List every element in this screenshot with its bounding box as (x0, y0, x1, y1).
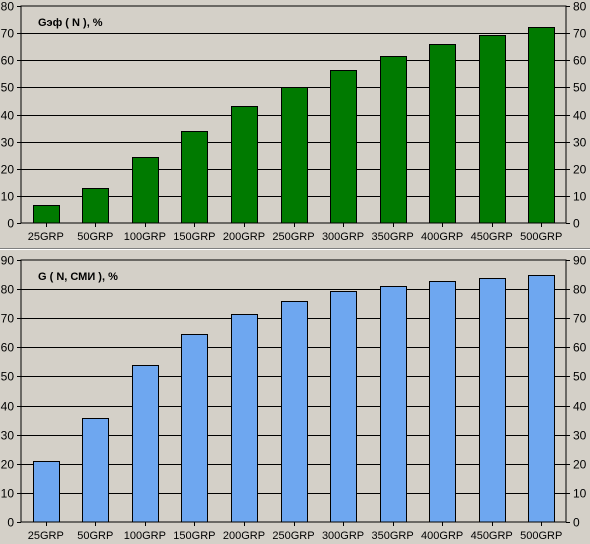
panel-divider-shadow (0, 248, 590, 249)
y-tick-label-left: 30 (1, 136, 15, 150)
y-tick-label-left: 70 (1, 27, 15, 41)
y-tick-label-left: 0 (7, 516, 14, 530)
x-tick-label: 50GRP (77, 530, 113, 542)
y-tick-label-left: 50 (1, 370, 15, 384)
chart-g-smi: 0 0 10 10 20 20 30 30 40 40 50 50 60 60 70 70 80 80 90 90 25… (1, 254, 587, 543)
y-tick-label-left: 20 (1, 163, 15, 177)
y-tick-label-left: 20 (1, 458, 15, 472)
panel-divider-highlight (0, 249, 590, 250)
y-tick-label-right: 10 (573, 487, 587, 501)
bar-150grp (181, 131, 208, 224)
x-tick-label: 300GRP (322, 231, 364, 243)
bar-450grp (479, 35, 506, 224)
x-tick-label: 300GRP (322, 530, 364, 542)
bar-25grp (33, 461, 60, 523)
bar-500grp (528, 275, 555, 523)
y-tick-label-right: 0 (573, 516, 580, 530)
chart-title: Gэф ( N ), % (38, 17, 103, 29)
x-tick-label: 150GRP (173, 530, 215, 542)
x-tick-label: 250GRP (272, 231, 314, 243)
y-tick-label-left: 60 (1, 341, 15, 355)
bar-350grp (380, 286, 407, 523)
x-tick-label: 400GRP (421, 530, 463, 542)
bar-50grp (82, 418, 109, 523)
y-tick-label-right: 70 (573, 27, 587, 41)
x-tick-label: 25GRP (28, 231, 64, 243)
bar-500grp (528, 27, 555, 224)
y-tick-label-right: 50 (573, 370, 587, 384)
x-tick-label: 200GRP (223, 530, 265, 542)
y-tick-label-left: 0 (7, 217, 14, 231)
y-tick-label-right: 30 (573, 136, 587, 150)
x-tick-label: 100GRP (124, 530, 166, 542)
x-tick-label: 100GRP (124, 231, 166, 243)
y-tick-label-left: 10 (1, 190, 15, 204)
bar-100grp (132, 365, 159, 523)
y-tick-label-left: 50 (1, 81, 15, 95)
x-tick-label: 350GRP (371, 231, 413, 243)
y-tick-label-left: 70 (1, 312, 15, 326)
y-tick-label-right: 30 (573, 429, 587, 443)
y-tick-label-right: 60 (573, 54, 587, 68)
x-tick-label: 450GRP (471, 231, 513, 243)
bar-300grp (330, 70, 357, 224)
bar-250grp (281, 301, 308, 523)
bar-250grp (281, 87, 308, 224)
x-tick-label: 350GRP (371, 530, 413, 542)
x-tick-label: 450GRP (471, 530, 513, 542)
chart-title: G ( N, СМИ ), % (38, 271, 118, 283)
x-tick-label: 400GRP (421, 231, 463, 243)
y-tick-label-right: 80 (573, 283, 587, 297)
bar-200grp (231, 314, 258, 523)
y-tick-label-left: 40 (1, 109, 15, 123)
x-tick-label: 25GRP (28, 530, 64, 542)
y-tick-label-left: 10 (1, 487, 15, 501)
bar-50grp (82, 188, 109, 224)
y-tick-label-right: 60 (573, 341, 587, 355)
y-tick-label-right: 10 (573, 190, 587, 204)
bar-25grp (33, 205, 60, 224)
bar-300grp (330, 291, 357, 523)
bar-200grp (231, 106, 258, 224)
y-tick-label-right: 70 (573, 312, 587, 326)
x-tick-label: 250GRP (272, 530, 314, 542)
x-tick-label: 500GRP (520, 530, 562, 542)
x-tick-label: 200GRP (223, 231, 265, 243)
bar-450grp (479, 278, 506, 523)
y-tick-label-left: 80 (1, 283, 15, 297)
y-tick-label-right: 20 (573, 163, 587, 177)
y-tick-label-right: 80 (573, 0, 587, 14)
bar-350grp (380, 56, 407, 224)
y-tick-label-right: 40 (573, 109, 587, 123)
y-tick-label-right: 40 (573, 400, 587, 414)
y-tick-label-left: 80 (1, 0, 15, 14)
x-tick-label: 500GRP (520, 231, 562, 243)
y-tick-label-right: 90 (573, 254, 587, 268)
y-tick-label-left: 60 (1, 54, 15, 68)
x-tick-label: 150GRP (173, 231, 215, 243)
x-tick-label: 50GRP (77, 231, 113, 243)
bar-100grp (132, 157, 159, 224)
y-tick-label-left: 90 (1, 254, 15, 268)
chart-gef: 0 0 10 10 20 20 30 30 40 40 50 50 60 60 70 70 80 80 25GRP 5… (1, 0, 587, 243)
bar-400grp (429, 281, 456, 523)
y-tick-label-left: 40 (1, 400, 15, 414)
y-tick-label-right: 50 (573, 81, 587, 95)
bar-150grp (181, 334, 208, 523)
bar-400grp (429, 44, 456, 224)
y-tick-label-right: 0 (573, 217, 580, 231)
y-tick-label-left: 30 (1, 429, 15, 443)
y-tick-label-right: 20 (573, 458, 587, 472)
